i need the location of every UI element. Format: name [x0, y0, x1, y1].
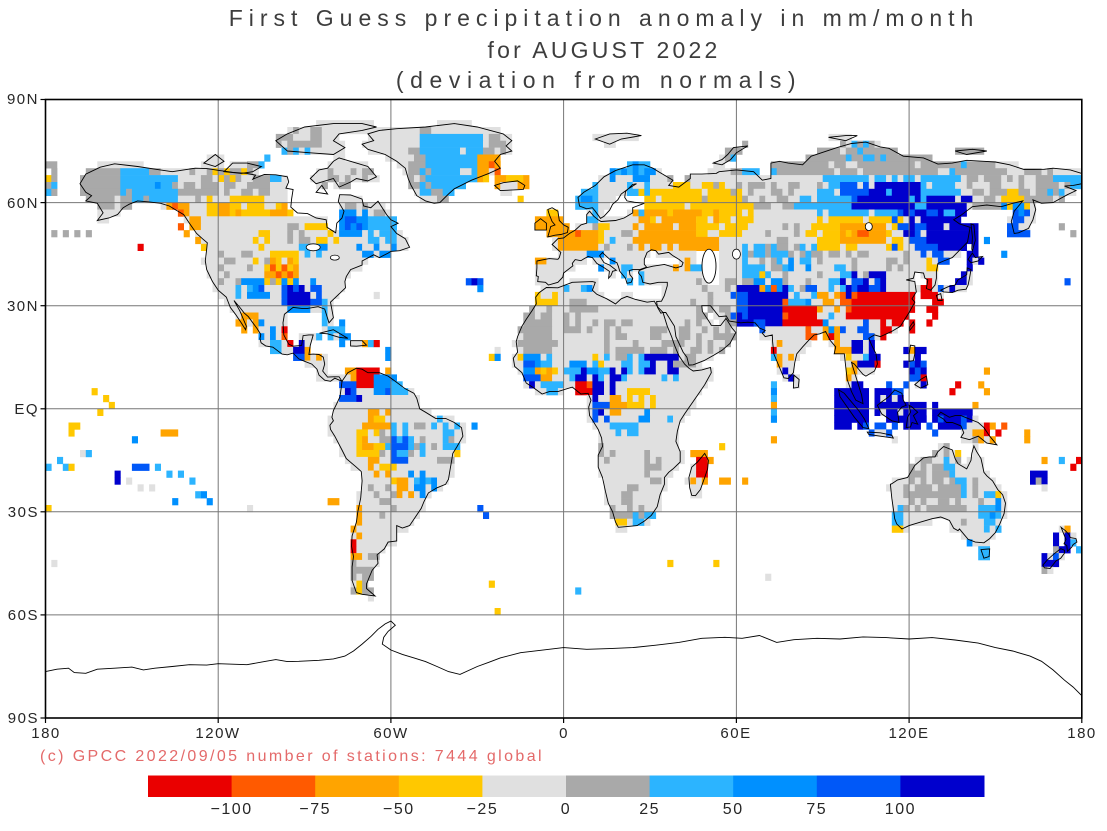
svg-text:100: 100 [885, 801, 916, 818]
svg-text:60E: 60E [720, 725, 751, 742]
svg-text:(deviation from normals): (deviation from normals) [396, 67, 802, 93]
svg-text:30S: 30S [8, 504, 39, 521]
svg-text:−75: −75 [299, 801, 331, 818]
svg-text:50: 50 [723, 801, 744, 818]
svg-text:180: 180 [1067, 725, 1097, 742]
svg-text:0: 0 [559, 725, 569, 742]
svg-text:90N: 90N [7, 91, 39, 108]
svg-text:75: 75 [806, 801, 827, 818]
svg-text:120W: 120W [195, 725, 240, 742]
svg-text:−100: −100 [211, 801, 253, 818]
svg-text:25: 25 [639, 801, 660, 818]
svg-text:60N: 60N [7, 195, 39, 212]
svg-text:180: 180 [31, 725, 61, 742]
svg-text:for AUGUST 2022: for AUGUST 2022 [488, 37, 721, 63]
svg-text:30N: 30N [7, 298, 39, 315]
svg-text:0: 0 [561, 801, 571, 818]
svg-text:60W: 60W [373, 725, 408, 742]
svg-text:EQ: EQ [14, 401, 39, 418]
svg-text:−50: −50 [383, 801, 415, 818]
svg-text:First Guess precipitation anom: First Guess precipitation anomaly in mm/… [229, 5, 980, 31]
svg-text:60S: 60S [8, 607, 39, 624]
svg-text:(c) GPCC 2022/09/05 number of: (c) GPCC 2022/09/05 number of stations: … [40, 748, 544, 765]
svg-text:90S: 90S [8, 710, 39, 727]
svg-text:−25: −25 [467, 801, 499, 818]
svg-text:120E: 120E [888, 725, 929, 742]
